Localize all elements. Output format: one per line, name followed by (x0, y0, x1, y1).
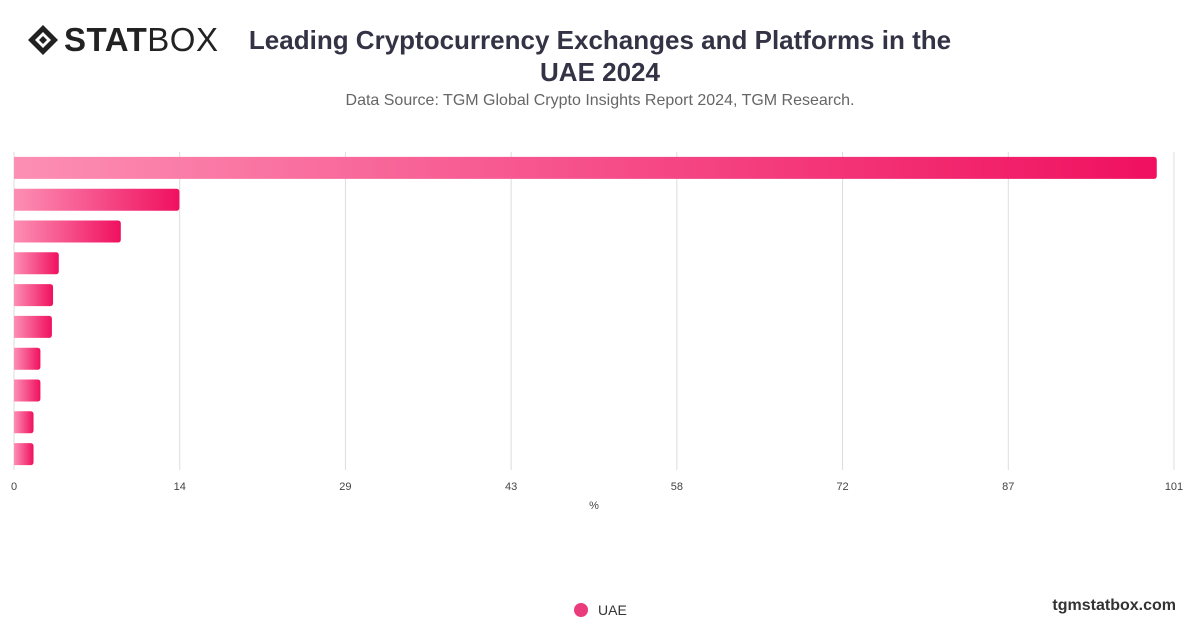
x-tick-label: 14 (174, 481, 186, 493)
legend[interactable]: UAE (574, 602, 627, 618)
statbox-logo: STATBOX (26, 22, 218, 58)
legend-marker (574, 603, 588, 617)
x-tick-label: 72 (836, 481, 848, 493)
chart-subtitle: Data Source: TGM Global Crypto Insights … (345, 92, 855, 109)
bar-chart: 0 14 29 43 58 72 87 101 % (11, 152, 1183, 512)
bar[interactable] (14, 284, 54, 307)
bar[interactable] (14, 252, 59, 275)
bar[interactable] (14, 411, 34, 434)
logo-text-bold: STAT (64, 21, 148, 58)
bar[interactable] (14, 156, 1157, 179)
bar[interactable] (14, 315, 52, 338)
bar[interactable] (14, 347, 41, 370)
x-tick-label: 43 (505, 481, 517, 493)
x-axis-title: % (589, 500, 599, 512)
legend-label: UAE (598, 602, 627, 618)
chart-title: Leading Cryptocurrency Exchanges and Pla… (248, 25, 952, 87)
grid-lines (13, 152, 1175, 470)
x-tick-label: 58 (671, 481, 683, 493)
x-tick-label: 29 (339, 481, 351, 493)
statbox-logo-icon (28, 25, 58, 55)
bar[interactable] (14, 188, 180, 211)
x-tick-label: 101 (1165, 481, 1183, 493)
bars (14, 156, 1157, 466)
footer-website: tgmstatbox.com (1052, 597, 1176, 614)
bar[interactable] (14, 379, 41, 402)
x-tick-label: 0 (11, 481, 17, 493)
x-axis-ticks: 0 14 29 43 58 72 87 101 (11, 481, 1183, 493)
logo-text-light: BOX (147, 21, 219, 58)
bar[interactable] (14, 443, 34, 466)
bar[interactable] (14, 220, 121, 243)
x-tick-label: 87 (1002, 481, 1014, 493)
